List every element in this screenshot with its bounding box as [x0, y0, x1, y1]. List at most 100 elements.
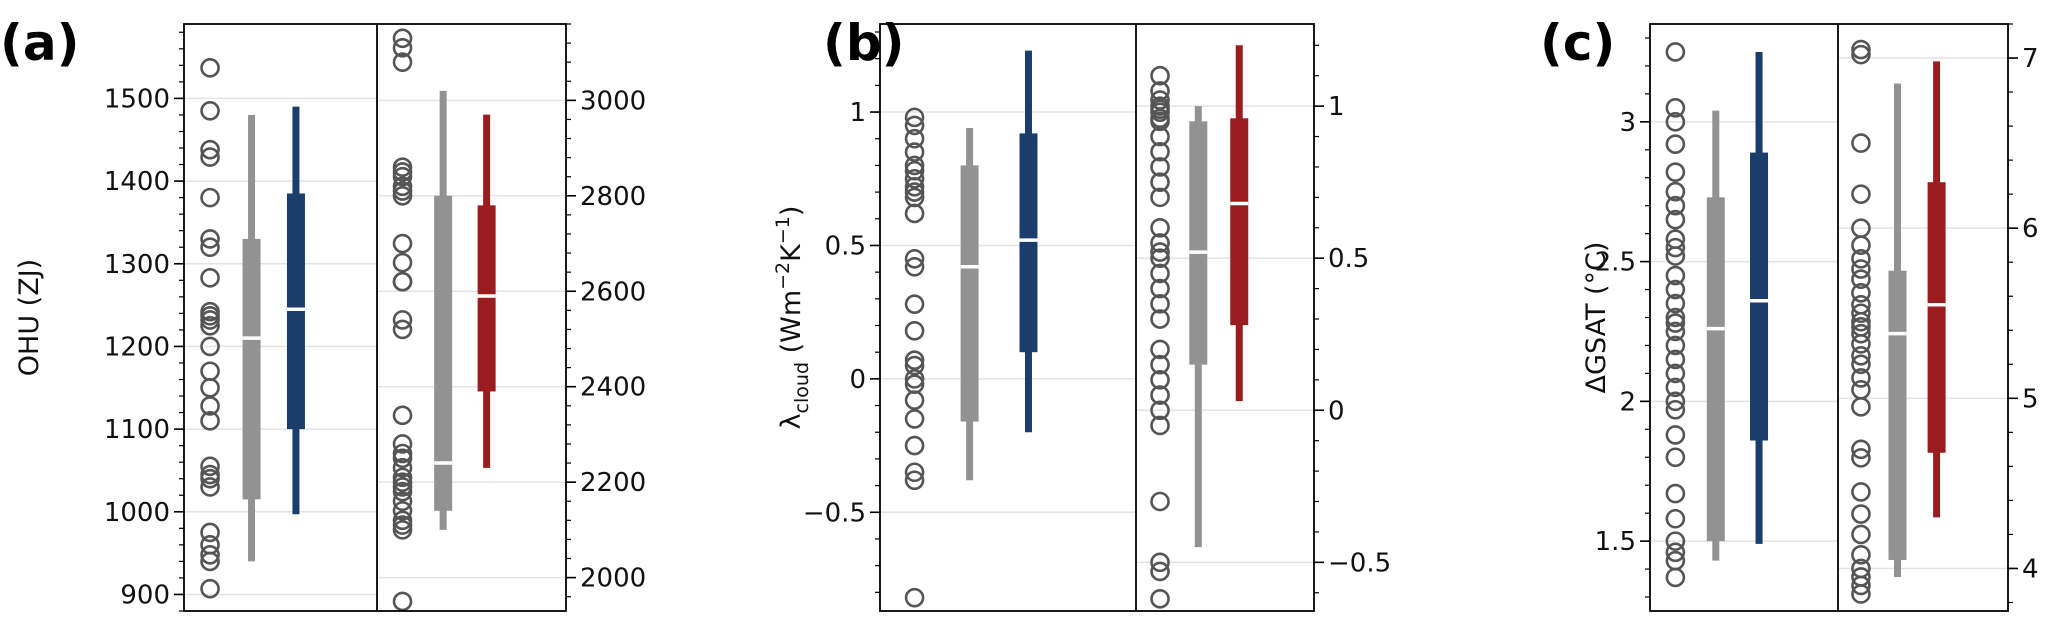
data-point: [1665, 335, 1686, 356]
tick-label: 1200: [104, 332, 170, 362]
tick-label: 1: [1328, 92, 1345, 122]
data-point: [1851, 248, 1871, 269]
data-point: [1150, 102, 1170, 123]
tick-label: 1400: [104, 167, 170, 197]
data-point: [1851, 380, 1871, 400]
data-point: [1150, 111, 1170, 132]
data-point: [904, 369, 925, 389]
tick-label: 2.5: [1595, 248, 1636, 278]
data-point: [1150, 385, 1170, 405]
data-point: [1150, 126, 1170, 147]
data-point: [200, 310, 220, 330]
tick-label: 2800: [580, 182, 646, 212]
data-point: [1851, 524, 1871, 545]
data-point: [1851, 354, 1871, 375]
tick-label: 1500: [104, 84, 170, 114]
data-point: [200, 187, 220, 208]
data-point: [392, 591, 413, 612]
data-point: [200, 411, 220, 431]
data-point: [200, 377, 220, 398]
data-point: [392, 252, 413, 273]
data-point: [200, 477, 220, 497]
data-point: [1150, 233, 1170, 253]
data-point: [392, 166, 413, 187]
data-point: [1150, 187, 1170, 208]
data-point: [1150, 309, 1170, 329]
data-point: [904, 248, 925, 269]
tick-label: 900: [120, 580, 170, 610]
data-point: [1665, 313, 1686, 333]
data-point: [200, 456, 220, 477]
data-point: [200, 578, 220, 599]
data-point: [392, 319, 413, 340]
data-point: [1150, 172, 1170, 192]
data-point: [1665, 391, 1686, 412]
data-point: [200, 551, 220, 572]
tick-label: 1000: [104, 498, 170, 528]
tick-label: −0.5: [803, 498, 866, 528]
data-point: [1851, 397, 1871, 417]
data-point: [904, 128, 925, 149]
data-point: [200, 544, 220, 565]
tick-label: 1.5: [1595, 527, 1636, 557]
data-point: [200, 522, 220, 543]
data-point: [1851, 184, 1871, 204]
data-point: [200, 336, 220, 357]
data-point: [1665, 279, 1686, 300]
tick-label: 0.5: [825, 231, 866, 261]
y-axis-label: ΔGSAT (°C): [1581, 242, 1612, 394]
data-point: [1150, 561, 1170, 582]
data-point: [1150, 370, 1170, 390]
data-point: [1665, 377, 1686, 398]
data-point: [1851, 269, 1871, 290]
panel-1: 900 1000 1100 1200 1300 1400 1500 2000 2200 2400 2…: [0, 14, 646, 612]
data-point: [1150, 65, 1170, 86]
data-point: [1150, 294, 1170, 314]
data-point: [1851, 448, 1871, 468]
data-point: [1851, 44, 1871, 65]
data-point: [904, 142, 925, 162]
data-point: [1851, 235, 1871, 255]
data-point: [904, 107, 925, 128]
data-point: [392, 448, 413, 469]
grey-box: [1706, 197, 1725, 542]
tick-label: 5: [2022, 384, 2039, 414]
y-axis-label: OHU (ZJ): [14, 259, 45, 376]
red-box: [477, 205, 496, 392]
data-point: [1150, 263, 1170, 284]
data-point: [1851, 504, 1871, 524]
data-point: [1150, 339, 1170, 360]
data-point: [200, 535, 220, 555]
data-point: [200, 361, 220, 382]
data-point: [1150, 354, 1170, 375]
data-point: [1851, 575, 1871, 596]
data-point: [200, 139, 220, 160]
data-point: [1665, 531, 1686, 551]
data-point: [392, 310, 413, 330]
data-point: [200, 147, 220, 167]
red-box: [1230, 118, 1249, 326]
tick-label: 2600: [580, 277, 646, 307]
data-point: [392, 28, 413, 49]
tick-label: 1100: [104, 415, 170, 445]
data-point: [1150, 400, 1170, 421]
grey-box: [434, 195, 453, 511]
data-point: [1150, 415, 1170, 436]
data-point: [1665, 425, 1686, 445]
panel-2: −0.5 0 0.5 1 −0.5 0 0.5 1 (b) λcloud (Wm−2K−1): [772, 14, 1391, 612]
data-point: [1665, 237, 1686, 258]
data-point: [1665, 209, 1686, 230]
data-point: [904, 203, 925, 224]
tick-label: 4: [2022, 554, 2039, 584]
data-point: [1665, 293, 1686, 314]
data-point: [1851, 584, 1871, 604]
data-point: [200, 58, 220, 78]
data-point: [392, 38, 413, 58]
data-point: [392, 481, 413, 502]
data-point: [1665, 42, 1686, 62]
data-point: [1665, 98, 1686, 118]
y-axis-label: λcloud (Wm−2K−1): [772, 206, 813, 430]
data-point: [392, 520, 413, 540]
data-point: [904, 355, 925, 376]
data-point: [1665, 483, 1686, 504]
